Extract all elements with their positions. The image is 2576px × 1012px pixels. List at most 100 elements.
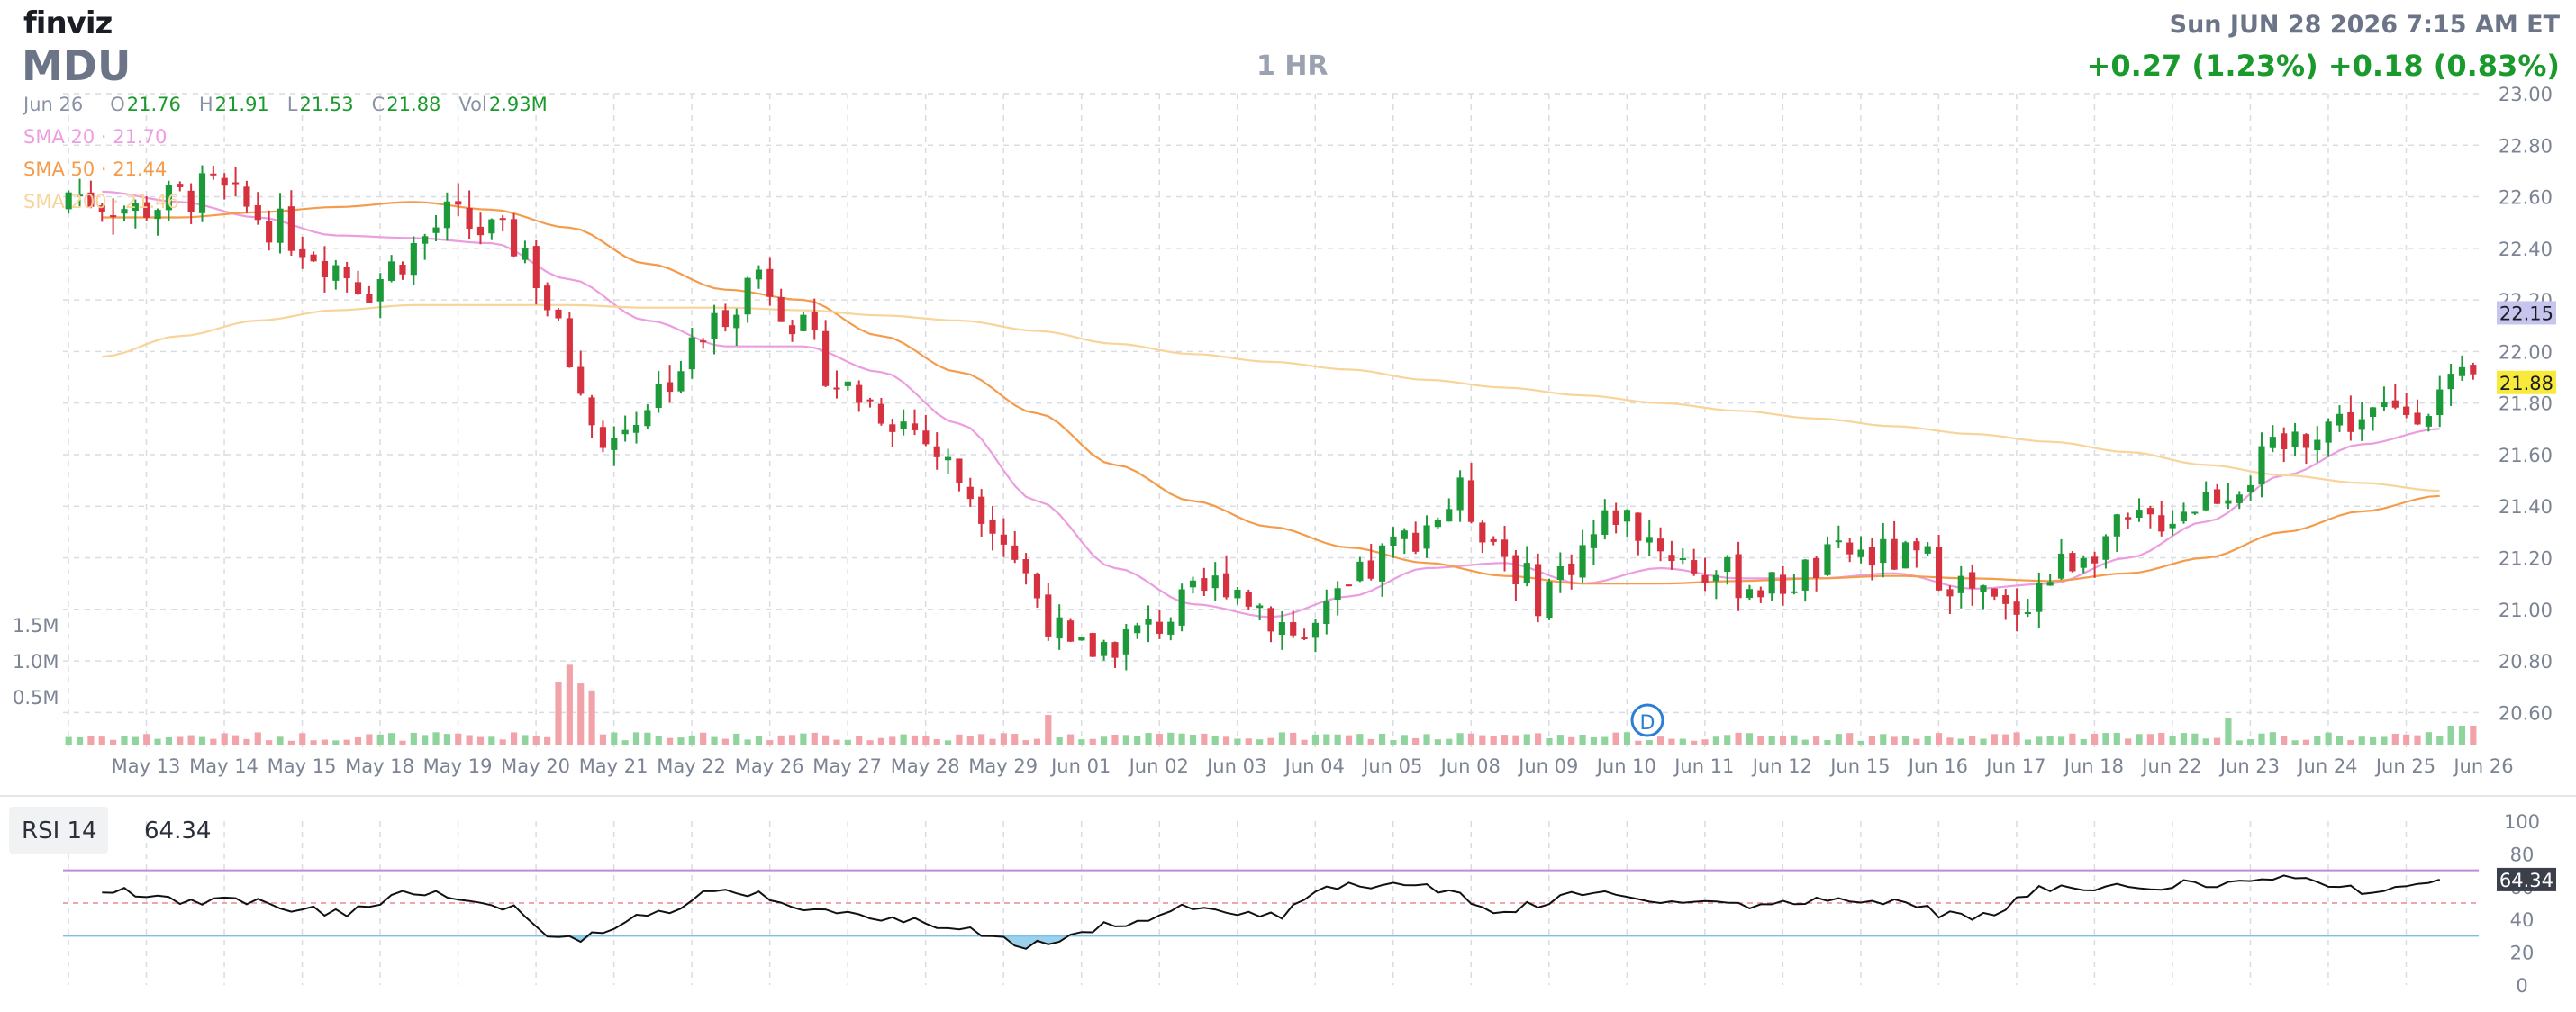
candlestick[interactable] xyxy=(310,251,317,263)
candlestick[interactable] xyxy=(1523,546,1530,587)
candlestick[interactable] xyxy=(933,432,940,470)
candlestick[interactable] xyxy=(766,257,774,306)
candlestick[interactable] xyxy=(1456,470,1464,522)
candlestick[interactable] xyxy=(1401,528,1408,555)
candlestick[interactable] xyxy=(844,381,851,391)
candlestick[interactable] xyxy=(1924,542,1931,556)
candlestick[interactable] xyxy=(1278,610,1285,650)
candlestick[interactable] xyxy=(1835,525,1842,548)
candlestick[interactable] xyxy=(2236,491,2243,510)
candlestick[interactable] xyxy=(1045,583,1052,641)
candlestick[interactable] xyxy=(1512,550,1519,601)
candlestick[interactable] xyxy=(1356,556,1364,583)
candlestick[interactable] xyxy=(989,505,996,551)
candlestick[interactable] xyxy=(1189,576,1197,594)
candlestick[interactable] xyxy=(2169,510,2176,536)
sma20-legend[interactable]: SMA 20 · 21.70 xyxy=(23,126,168,148)
candlestick[interactable] xyxy=(721,303,729,332)
candlestick[interactable] xyxy=(856,380,863,412)
candlestick[interactable] xyxy=(2358,402,2365,441)
candlestick[interactable] xyxy=(1323,589,1330,635)
candlestick[interactable] xyxy=(410,236,417,285)
candlestick[interactable] xyxy=(1768,572,1775,601)
candlestick[interactable] xyxy=(688,328,695,379)
candlestick[interactable] xyxy=(2002,588,2009,620)
candlestick[interactable] xyxy=(632,411,640,444)
rsi-label-box[interactable] xyxy=(9,807,108,854)
candlestick[interactable] xyxy=(800,312,807,331)
candlestick[interactable] xyxy=(2180,502,2188,524)
candlestick[interactable] xyxy=(2113,513,2120,552)
candlestick[interactable] xyxy=(1935,534,1943,592)
candlestick[interactable] xyxy=(221,173,228,200)
candlestick[interactable] xyxy=(1222,555,1230,600)
candlestick[interactable] xyxy=(1245,589,1252,610)
candlestick[interactable] xyxy=(2370,407,2377,431)
candlestick[interactable] xyxy=(2036,572,2043,628)
candlestick[interactable] xyxy=(1868,538,1875,581)
candlestick[interactable] xyxy=(2391,384,2399,410)
candlestick[interactable] xyxy=(422,233,429,260)
candlestick[interactable] xyxy=(1334,581,1341,616)
candlestick[interactable] xyxy=(1390,527,1397,558)
candlestick[interactable] xyxy=(2436,375,2444,428)
candlestick[interactable] xyxy=(777,288,785,322)
candlestick[interactable] xyxy=(376,273,384,319)
candlestick[interactable] xyxy=(1601,499,1609,540)
candlestick[interactable] xyxy=(1211,562,1219,601)
candlestick[interactable] xyxy=(1679,548,1686,565)
candlestick[interactable] xyxy=(599,420,607,453)
candlestick[interactable] xyxy=(198,165,206,222)
candlestick[interactable] xyxy=(1957,565,1964,609)
candlestick[interactable] xyxy=(1011,531,1019,564)
candlestick[interactable] xyxy=(1201,567,1208,597)
candlestick[interactable] xyxy=(532,239,540,305)
candlestick[interactable] xyxy=(1980,584,1987,610)
candlestick[interactable] xyxy=(1969,564,1976,606)
candlestick[interactable] xyxy=(788,320,796,342)
candlestick[interactable] xyxy=(87,180,95,209)
candlestick[interactable] xyxy=(822,320,830,388)
candlestick[interactable] xyxy=(1234,586,1241,605)
candlestick[interactable] xyxy=(488,218,495,240)
candlestick[interactable] xyxy=(1880,522,1887,578)
candlestick[interactable] xyxy=(1167,617,1175,641)
dividend-marker[interactable]: D xyxy=(1630,703,1664,737)
candlestick[interactable] xyxy=(121,205,128,221)
candlestick[interactable] xyxy=(1501,525,1509,572)
candlestick[interactable] xyxy=(1735,541,1742,611)
candlestick[interactable] xyxy=(1134,622,1141,639)
candlestick[interactable] xyxy=(1290,610,1297,638)
candlestick[interactable] xyxy=(388,255,395,283)
candlestick[interactable] xyxy=(277,193,284,254)
candlestick[interactable] xyxy=(98,203,105,222)
candlestick[interactable] xyxy=(644,404,651,429)
candlestick[interactable] xyxy=(2447,363,2454,406)
candlestick[interactable] xyxy=(165,180,172,221)
candlestick[interactable] xyxy=(2057,538,2065,581)
candlestick[interactable] xyxy=(2080,555,2087,574)
sma200-legend[interactable]: SMA 200 · 21.46 xyxy=(23,191,179,212)
candlestick[interactable] xyxy=(577,350,585,396)
candlestick[interactable] xyxy=(1913,538,1920,568)
candlestick[interactable] xyxy=(966,477,974,508)
candlestick[interactable] xyxy=(466,190,473,239)
candlestick[interactable] xyxy=(1256,603,1264,621)
candlestick[interactable] xyxy=(1635,512,1642,556)
candlestick[interactable] xyxy=(1535,553,1542,623)
candlestick[interactable] xyxy=(1033,572,1041,608)
candlestick[interactable] xyxy=(187,183,195,224)
candlestick[interactable] xyxy=(1301,628,1308,641)
candlestick[interactable] xyxy=(1891,520,1898,570)
candlestick[interactable] xyxy=(1991,588,1998,601)
candlestick[interactable] xyxy=(1612,502,1619,534)
candlestick[interactable] xyxy=(1579,529,1586,583)
candlestick[interactable] xyxy=(1479,520,1486,554)
candlestick[interactable] xyxy=(110,198,117,235)
candlestick[interactable] xyxy=(1691,548,1698,576)
candlestick[interactable] xyxy=(132,199,139,229)
candlestick[interactable] xyxy=(1757,586,1764,603)
candlestick[interactable] xyxy=(154,208,161,236)
candlestick[interactable] xyxy=(2258,432,2265,498)
candlestick[interactable] xyxy=(1078,637,1085,641)
